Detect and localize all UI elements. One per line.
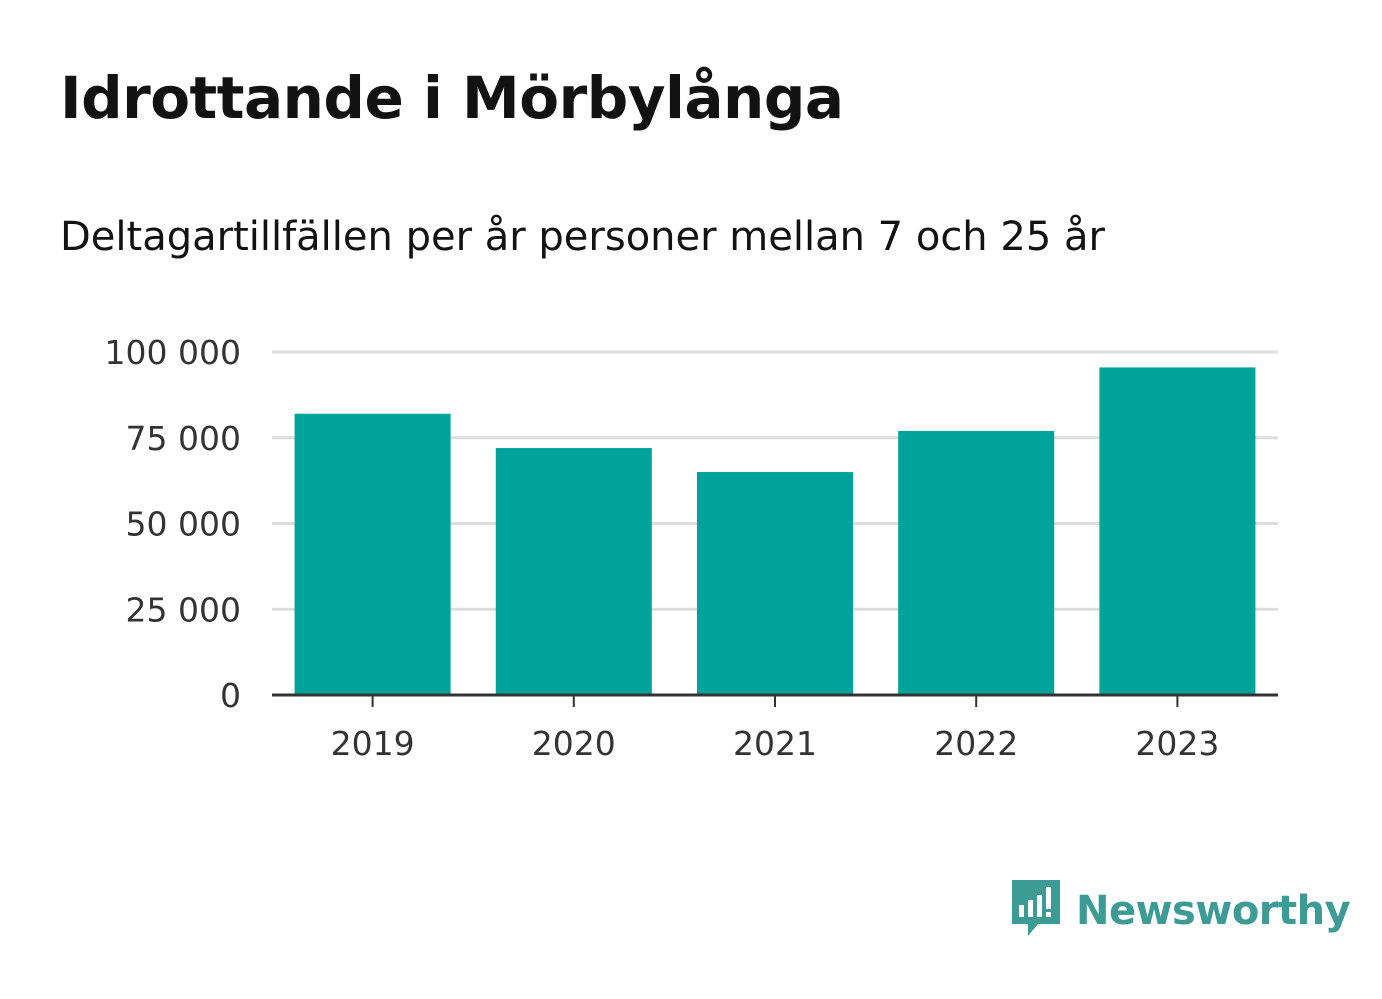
x-tick-label: 2022: [934, 724, 1018, 763]
y-tick-label: 25 000: [126, 590, 241, 629]
brand-name: Newsworthy: [1076, 888, 1351, 934]
bar-2022: [898, 430, 1055, 695]
y-tick-label: 100 000: [105, 333, 241, 372]
newsworthy-logo-icon: [1010, 878, 1062, 944]
y-tick-label: 75 000: [126, 419, 241, 458]
bar-2021: [697, 472, 853, 695]
x-tick-label: 2019: [331, 724, 415, 763]
newsworthy-brand: Newsworthy: [1010, 878, 1351, 944]
bar-2019: [294, 413, 451, 695]
tick-labels: 0 25 000 50 000 75 000 100 000 2019 2020 2021 20…: [105, 333, 1220, 763]
chart-title: Idrottande i Mörbylånga: [60, 64, 844, 132]
bars: [294, 367, 1256, 695]
bar-2023: [1099, 367, 1256, 695]
x-tick-label: 2023: [1135, 724, 1219, 763]
y-tick-label: 50 000: [126, 505, 241, 544]
chart-subtitle: Deltagartillfällen per år personer mella…: [60, 214, 1105, 260]
x-tick-label: 2021: [733, 724, 817, 763]
x-axis: [272, 693, 1278, 707]
x-tick-label: 2020: [532, 724, 616, 763]
bar-2020: [495, 448, 652, 695]
y-tick-label: 0: [220, 676, 241, 715]
